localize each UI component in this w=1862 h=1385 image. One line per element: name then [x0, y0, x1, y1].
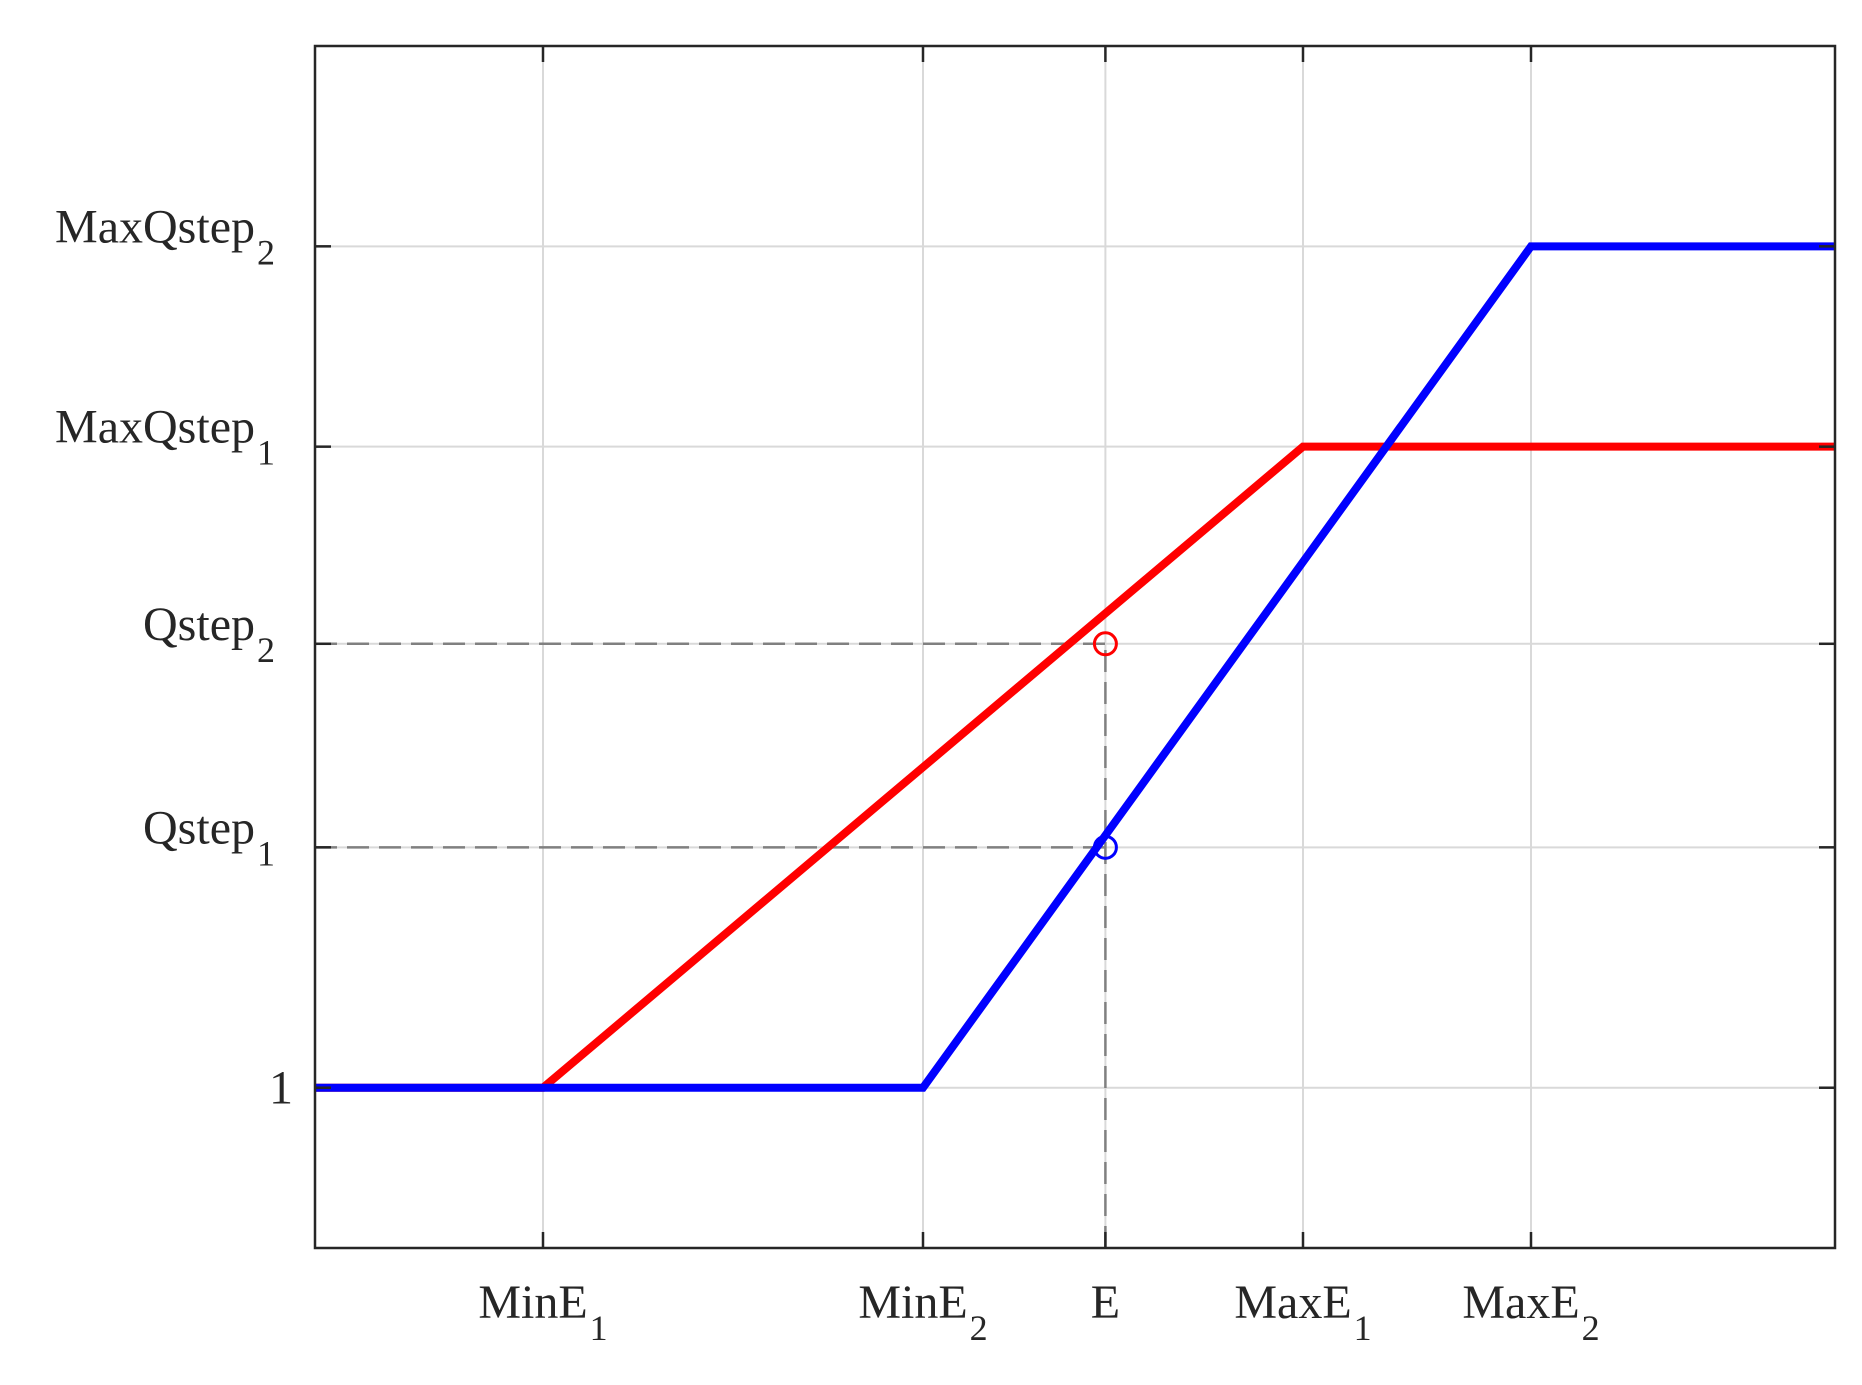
highlight-markers: [1092, 631, 1118, 860]
x-tick-label: E: [1091, 1276, 1120, 1329]
y-tick-labels: 1 Qstep1 Qstep2 MaxQstep1 MaxQstep2: [55, 200, 293, 1114]
series-line-2: [315, 242, 1835, 1092]
data-point-marker: [1092, 834, 1118, 860]
x-tick-label: MaxE2: [1462, 1276, 1599, 1348]
data-point-marker: [1092, 631, 1118, 657]
y-tick-label: Qstep1: [143, 801, 275, 873]
guide-lines: [315, 642, 1107, 1248]
x-tick-label: MinE2: [858, 1276, 987, 1348]
axes-box: [313, 44, 1837, 1250]
y-tick-label: Qstep2: [143, 598, 275, 670]
y-tick-label: MaxQstep2: [55, 200, 275, 272]
series-lines: [315, 242, 1835, 1092]
y-tick-label: MaxQstep1: [55, 401, 275, 473]
x-tick-label: MaxE1: [1234, 1276, 1371, 1348]
x-tick-labels: MinE1 MinE2 E MaxE1 MaxE2: [478, 1276, 1599, 1348]
x-tick-label: MinE1: [478, 1276, 607, 1348]
axes: [313, 44, 1837, 1250]
y-tick-label: 1: [269, 1062, 293, 1115]
